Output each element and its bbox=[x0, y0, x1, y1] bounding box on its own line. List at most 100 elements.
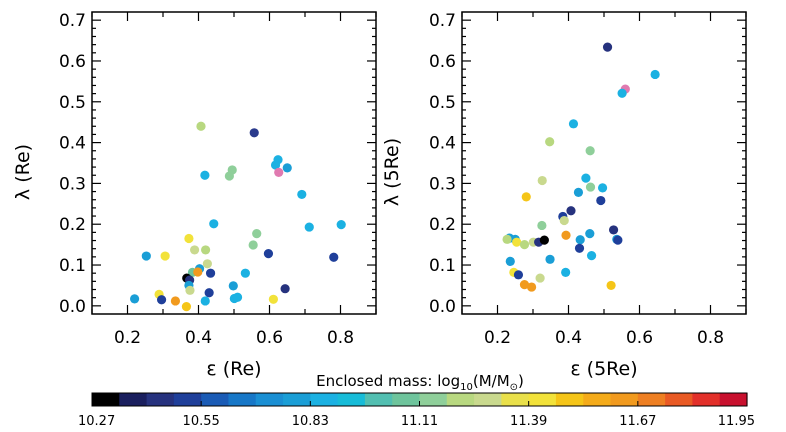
right-data-point bbox=[597, 183, 608, 193]
left-data-point bbox=[181, 302, 192, 312]
left-data-point bbox=[282, 163, 292, 173]
left-data-point bbox=[184, 233, 194, 244]
right-y-tick-label: 0.2 bbox=[429, 215, 456, 235]
right-data-point bbox=[581, 173, 591, 183]
colorbar-band bbox=[719, 393, 748, 406]
right-x-axis-label: ε (5Re) bbox=[570, 358, 637, 380]
left-data-point bbox=[205, 268, 216, 278]
left-data-point bbox=[304, 222, 314, 232]
left-y-axis-label: λ (Re) bbox=[12, 144, 34, 200]
colorbar-band bbox=[446, 393, 475, 406]
left-data-point bbox=[185, 285, 195, 295]
right-data-point bbox=[573, 187, 584, 197]
left-data-point bbox=[201, 245, 211, 255]
colorbar-band bbox=[555, 393, 584, 406]
colorbar-ticks: 10.27 10.55 10.83 11.11 11.39 11.67 11.95 bbox=[78, 401, 755, 429]
left-data-point bbox=[268, 294, 279, 304]
right-data-points bbox=[502, 42, 660, 292]
left-data-point bbox=[170, 296, 181, 306]
right-data-point bbox=[526, 282, 537, 292]
colorbar-tick-label: 11.39 bbox=[510, 414, 547, 429]
colorbar-band bbox=[665, 393, 694, 406]
left-x-axis-label: ε (Re) bbox=[206, 358, 261, 380]
colorbar-tick-label: 11.95 bbox=[718, 414, 755, 429]
colorbar-band bbox=[501, 393, 530, 406]
right-y-tick-label: 0.7 bbox=[429, 11, 456, 31]
right-data-point bbox=[537, 220, 547, 231]
left-data-point bbox=[248, 240, 258, 250]
right-data-point bbox=[585, 229, 595, 239]
right-data-point bbox=[519, 240, 530, 250]
right-y-tick-label: 0.0 bbox=[429, 297, 456, 317]
right-data-point bbox=[545, 137, 555, 147]
left-x-tick-label: 0.2 bbox=[114, 328, 141, 348]
right-data-point bbox=[596, 195, 606, 206]
left-y-tick-label: 0.4 bbox=[59, 134, 86, 154]
left-x-tick-label: 0.4 bbox=[185, 328, 212, 348]
right-data-point bbox=[585, 182, 596, 192]
left-data-point bbox=[232, 292, 243, 302]
left-data-point bbox=[209, 219, 219, 229]
colorbar-band bbox=[474, 393, 502, 406]
colorbar-band bbox=[310, 393, 339, 406]
colorbar-band bbox=[228, 393, 257, 406]
colorbar-band bbox=[119, 393, 148, 406]
right-x-tick-label: 0.6 bbox=[626, 328, 653, 348]
colorbar-tick-label: 11.67 bbox=[619, 414, 656, 429]
colorbar-band bbox=[528, 393, 557, 406]
left-data-points bbox=[130, 121, 346, 312]
right-data-point bbox=[586, 251, 597, 261]
colorbar-band bbox=[337, 393, 366, 406]
right-data-point bbox=[545, 254, 555, 264]
left-data-point bbox=[200, 296, 210, 306]
right-data-point bbox=[521, 192, 531, 202]
colorbar-band bbox=[637, 393, 666, 406]
left-x-tick-label: 0.6 bbox=[256, 328, 283, 348]
right-data-point bbox=[519, 280, 530, 290]
right-data-point bbox=[505, 256, 515, 266]
right-x-tick-label: 0.2 bbox=[484, 328, 511, 348]
right-y-tick-label: 0.1 bbox=[429, 256, 456, 276]
colorbar-band bbox=[364, 393, 393, 406]
left-data-point bbox=[329, 252, 339, 262]
right-data-point bbox=[512, 237, 522, 247]
left-data-point bbox=[240, 268, 250, 278]
mass-colorbar: Enclosed mass: log10(M/M⊙) 10.27 10.55 10.… bbox=[78, 372, 755, 429]
colorbar-band bbox=[610, 393, 639, 406]
left-data-point bbox=[189, 245, 200, 255]
left-y-tick-label: 0.3 bbox=[59, 174, 86, 194]
right-data-point bbox=[535, 273, 545, 283]
left-y-tick-label: 0.7 bbox=[59, 11, 86, 31]
right-data-point bbox=[585, 146, 595, 156]
colorbar-band bbox=[583, 393, 612, 406]
colorbar-tick-label: 10.55 bbox=[183, 414, 220, 429]
colorbar-band bbox=[146, 393, 175, 406]
left-y-tick-label: 0.6 bbox=[59, 52, 86, 72]
colorbar-band bbox=[173, 393, 202, 406]
right-y-tick-label: 0.5 bbox=[429, 93, 456, 113]
right-data-point bbox=[502, 234, 512, 244]
right-data-point bbox=[574, 243, 585, 253]
left-y-tick-label: 0.5 bbox=[59, 93, 86, 113]
left-data-point bbox=[270, 160, 281, 170]
colorbar-band bbox=[201, 393, 230, 406]
left-data-point bbox=[228, 281, 238, 291]
right-data-point bbox=[561, 230, 571, 240]
colorbar-tick-label: 10.27 bbox=[78, 414, 115, 429]
right-data-point bbox=[606, 280, 616, 291]
colorbar-title: Enclosed mass: log10(M/M⊙) bbox=[316, 372, 524, 393]
right-data-point bbox=[608, 225, 619, 235]
left-data-point bbox=[130, 294, 140, 304]
left-data-point bbox=[204, 288, 214, 298]
left-data-point bbox=[263, 249, 274, 259]
colorbar-tick-label: 11.11 bbox=[401, 414, 438, 429]
right-y-tick-label: 0.4 bbox=[429, 134, 456, 154]
left-plot-frame bbox=[91, 11, 377, 315]
right-data-point bbox=[602, 42, 613, 52]
left-data-point bbox=[160, 251, 170, 261]
right-data-point bbox=[539, 235, 549, 245]
right-data-point bbox=[537, 175, 547, 186]
left-x-tick-label: 0.8 bbox=[327, 328, 354, 348]
left-data-point bbox=[196, 121, 206, 131]
